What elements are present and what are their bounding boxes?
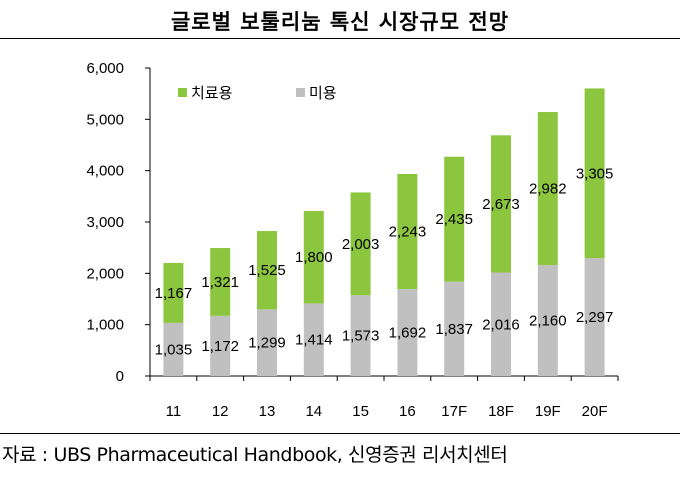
bar-segment-미용 [350, 295, 371, 376]
data-label: 3,305 [576, 165, 614, 182]
data-label: 1,800 [295, 249, 333, 266]
legend-swatch [178, 88, 187, 97]
data-label: 1,414 [295, 332, 333, 349]
bar-segment-미용 [491, 272, 511, 376]
y-tick-label: 4,000 [86, 163, 124, 180]
bar-segment-미용 [397, 289, 418, 376]
x-tick-label: 17F [441, 403, 467, 420]
y-tick-label: 5,000 [86, 111, 124, 128]
x-tick-label: 19F [535, 403, 561, 420]
y-tick-label: 3,000 [86, 214, 124, 231]
x-axis: 11 12 13 14 15 16 17F 18F 19F 20F [149, 375, 619, 420]
bar-segment-미용 [303, 303, 324, 376]
chart-title: 글로벌 보툴리눔 톡신 시장규모 전망 [170, 10, 510, 34]
bar-segment-치료용 [257, 231, 277, 310]
bar-segment-치료용 [444, 156, 465, 282]
data-label: 2,673 [482, 196, 520, 213]
source-note: 자료 : UBS Pharmaceutical Handbook, 신영증권 리… [2, 444, 508, 466]
data-label: 1,321 [201, 274, 239, 291]
legend-label: 미용 [309, 84, 337, 102]
y-tick-label: 2,000 [86, 265, 124, 282]
x-tick-label: 20F [582, 403, 608, 420]
data-label: 1,692 [389, 325, 427, 342]
x-tick-label: 13 [259, 403, 276, 420]
x-tick-label: 11 [166, 403, 182, 420]
bar-segment-미용 [163, 322, 184, 376]
y-tick-label: 1,000 [86, 317, 124, 334]
bar-segment-치료용 [584, 88, 605, 259]
legend-swatch [296, 88, 305, 97]
y-tick-label: 0 [116, 368, 124, 385]
x-tick-label: 16 [399, 403, 416, 420]
data-labels: 1,035 1,167 1,172 1,321 1,299 1,525 1,414 1,800… [155, 165, 614, 358]
data-label: 2,435 [435, 211, 473, 228]
bars [163, 88, 605, 376]
x-tick-label: 14 [305, 403, 322, 420]
bar-segment-치료용 [491, 135, 511, 273]
y-axis: 0 1,000 2,000 3,000 4,000 5,000 6,000 [86, 60, 151, 385]
data-label: 1,837 [435, 321, 473, 338]
data-label: 2,297 [576, 309, 614, 326]
data-label: 1,573 [342, 328, 380, 345]
x-tick-label: 18F [488, 403, 514, 420]
bar-segment-미용 [537, 265, 558, 376]
bar-segment-치료용 [397, 174, 418, 290]
bar-segment-미용 [257, 309, 277, 376]
data-label: 2,243 [389, 224, 427, 241]
data-label: 2,982 [529, 181, 567, 198]
bar-segment-치료용 [350, 192, 371, 296]
bar-segment-미용 [444, 281, 465, 376]
data-label: 1,172 [201, 338, 239, 355]
x-tick-label: 15 [352, 403, 369, 420]
bar-segment-치료용 [303, 211, 324, 304]
top-divider [0, 38, 680, 39]
data-label: 1,167 [155, 285, 193, 302]
data-label: 2,160 [529, 313, 567, 330]
legend-label: 치료용 [191, 84, 232, 102]
x-tick-label: 12 [212, 403, 229, 420]
legend: 치료용 미용 [178, 84, 337, 102]
bar-segment-미용 [210, 315, 231, 376]
bottom-divider [0, 433, 680, 434]
bar-segment-미용 [584, 258, 605, 376]
bar-segment-치료용 [163, 262, 184, 323]
data-label: 1,035 [155, 341, 193, 358]
data-label: 2,003 [342, 236, 380, 253]
data-label: 1,299 [248, 335, 286, 352]
stacked-bar-chart: 0 1,000 2,000 3,000 4,000 5,000 6,000 11 12 13 14… [86, 60, 619, 420]
bar-segment-치료용 [537, 112, 558, 266]
data-label: 1,525 [248, 262, 286, 279]
bar-segment-치료용 [210, 248, 231, 316]
y-tick-label: 6,000 [86, 60, 124, 77]
data-label: 2,016 [482, 316, 520, 333]
